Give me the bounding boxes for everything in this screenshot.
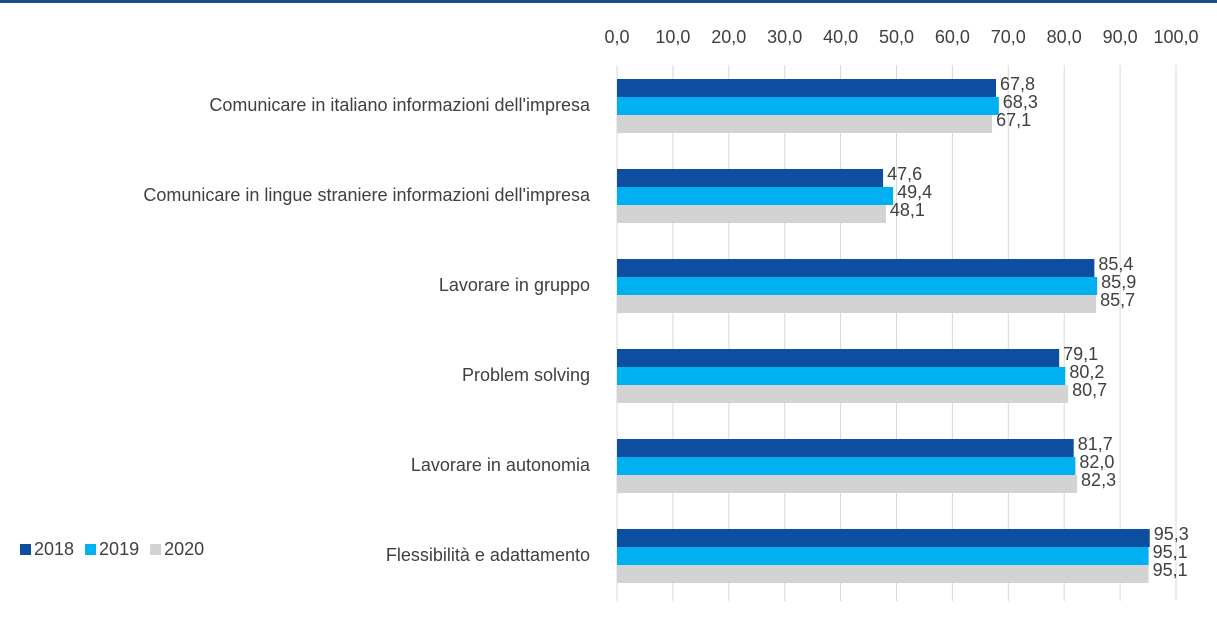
x-tick-label: 20,0: [711, 27, 746, 47]
bar: [617, 367, 1066, 385]
x-tick-label: 30,0: [767, 27, 802, 47]
legend-label: 2020: [164, 539, 204, 559]
value-label: 79,1: [1063, 344, 1098, 364]
y-tick-label: Lavorare in autonomia: [411, 455, 591, 475]
x-tick-label: 0,0: [604, 27, 629, 47]
value-label: 95,3: [1154, 524, 1189, 544]
legend-label: 2019: [99, 539, 139, 559]
value-label: 85,4: [1098, 254, 1133, 274]
bar: [617, 187, 894, 205]
top-rule: [0, 0, 1217, 3]
bar: [617, 259, 1095, 277]
value-label: 80,2: [1069, 362, 1104, 382]
bar: [617, 295, 1097, 313]
legend-swatch: [150, 544, 162, 555]
value-label: 67,8: [1000, 74, 1035, 94]
bar: [617, 457, 1076, 475]
y-tick-label: Flessibilità e adattamento: [386, 545, 590, 565]
value-label: 82,3: [1081, 470, 1116, 490]
legend-label: 2018: [34, 539, 74, 559]
bar: [617, 79, 997, 97]
bar: [617, 169, 884, 187]
bar: [617, 547, 1149, 565]
bar: [617, 205, 886, 223]
legend-swatch: [20, 544, 31, 555]
value-label: 80,7: [1072, 380, 1107, 400]
value-label: 47,6: [887, 164, 922, 184]
value-label: 85,9: [1101, 272, 1136, 292]
x-tick-label: 90,0: [1103, 27, 1138, 47]
bar: [617, 439, 1074, 457]
value-label: 67,1: [996, 110, 1031, 130]
x-tick-label: 40,0: [823, 27, 858, 47]
bar: [617, 565, 1149, 583]
bar: [617, 385, 1069, 403]
bar: [617, 277, 1098, 295]
value-label: 95,1: [1153, 542, 1188, 562]
x-tick-label: 80,0: [1047, 27, 1082, 47]
value-label: 82,0: [1079, 452, 1114, 472]
value-label: 85,7: [1100, 290, 1135, 310]
y-tick-label: Comunicare in italiano informazioni dell…: [209, 95, 591, 115]
bar: [617, 349, 1060, 367]
value-label: 48,1: [890, 200, 925, 220]
x-tick-label: 60,0: [935, 27, 970, 47]
y-tick-label: Comunicare in lingue straniere informazi…: [143, 185, 591, 205]
bar: [617, 97, 999, 115]
bar: [617, 115, 993, 133]
y-tick-label: Problem solving: [462, 365, 590, 385]
value-label: 81,7: [1078, 434, 1113, 454]
value-label: 68,3: [1003, 92, 1038, 112]
x-tick-label: 10,0: [655, 27, 690, 47]
bar: [617, 529, 1150, 547]
value-label: 49,4: [897, 182, 932, 202]
legend-swatch: [85, 544, 97, 555]
x-tick-label: 100,0: [1153, 27, 1198, 47]
bar: [617, 475, 1078, 493]
x-tick-label: 50,0: [879, 27, 914, 47]
value-label: 95,1: [1153, 560, 1188, 580]
y-tick-label: Lavorare in gruppo: [439, 275, 590, 295]
x-tick-label: 70,0: [991, 27, 1026, 47]
